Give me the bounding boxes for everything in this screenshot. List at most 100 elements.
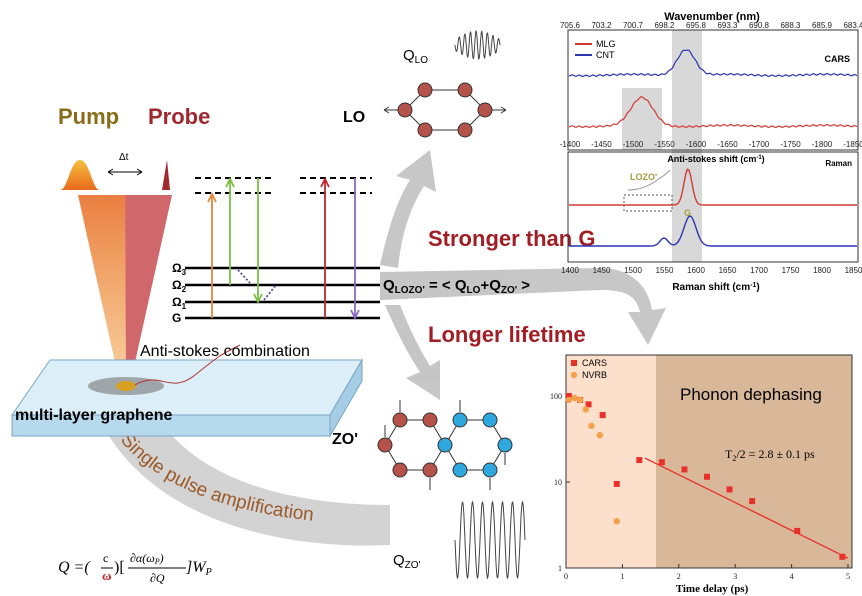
- legend-marker: [571, 360, 577, 366]
- sample-label: multi-layer graphene: [15, 407, 172, 424]
- legend-label: MLG: [596, 39, 616, 49]
- legend-label: CARS: [582, 358, 607, 368]
- tick-label: 688.3: [780, 21, 801, 30]
- point: [839, 554, 845, 560]
- y-tick-label: 10: [554, 478, 562, 487]
- level-labels: Ω3 Ω2 Ω1 G: [172, 261, 189, 325]
- zo-label: ZO': [332, 431, 358, 448]
- zo-molecule: [378, 400, 512, 490]
- tick-label: 1750: [782, 266, 800, 275]
- inset-box: [624, 195, 672, 211]
- y-tick-label: 100: [550, 392, 562, 401]
- arrow-down: [385, 305, 440, 400]
- y-tick-label: 1: [558, 564, 562, 573]
- tick-label: -1700: [749, 140, 770, 149]
- pump-label: Pump: [58, 104, 119, 129]
- transition-arrows: [208, 178, 359, 318]
- tick-label: 690.8: [749, 21, 770, 30]
- tick-label: 1700: [750, 266, 768, 275]
- tick-label: 1850: [845, 266, 862, 275]
- point: [681, 466, 687, 472]
- point: [597, 432, 603, 438]
- point: [583, 406, 589, 412]
- point: [636, 457, 642, 463]
- point: [614, 481, 620, 487]
- virtual-levels: [195, 178, 372, 193]
- tick-label: 698.2: [654, 21, 675, 30]
- spectrum: [569, 216, 857, 246]
- longer-label: Longer lifetime: [428, 322, 586, 347]
- tick-label: -1550: [654, 140, 675, 149]
- tick-label: -1850: [843, 140, 862, 149]
- cars-xlabel: Anti-stokes shift (cm-1): [667, 154, 764, 164]
- point: [749, 498, 755, 504]
- point: [614, 518, 620, 524]
- q-lo-label: QLO: [403, 47, 428, 66]
- point: [704, 474, 710, 480]
- early-region: [566, 355, 656, 568]
- tick-label: 1600: [687, 266, 705, 275]
- tick-label: 700.7: [623, 21, 644, 30]
- zo-waveform: [455, 502, 525, 578]
- tick-label: 1650: [719, 266, 737, 275]
- x-tick-label: 5: [846, 572, 850, 581]
- point: [577, 397, 583, 403]
- anti-stokes-label: Anti-stokes combination: [140, 343, 310, 360]
- tick-label: -1400: [560, 140, 581, 149]
- raman-panel-label: Raman: [825, 159, 852, 168]
- point: [566, 397, 572, 403]
- point: [727, 486, 733, 492]
- tick-label: 1550: [656, 266, 674, 275]
- x-tick-label: 1: [620, 572, 624, 581]
- lo-label: LO: [343, 109, 365, 126]
- tick-label: 1500: [624, 266, 642, 275]
- legend-label: CNT: [596, 50, 615, 60]
- beam-spot: [116, 381, 136, 391]
- tick-label: -1750: [780, 140, 801, 149]
- pump-beam: [78, 195, 126, 385]
- waveform: [455, 31, 500, 59]
- tick-label: 1800: [813, 266, 831, 275]
- tick-label: -1450: [591, 140, 612, 149]
- point: [588, 423, 594, 429]
- probe-label: Probe: [148, 104, 210, 129]
- tick-label: -1500: [623, 140, 644, 149]
- spectrum: [569, 169, 857, 205]
- x-tick-label: 3: [733, 572, 737, 581]
- fit-label: T2/2 = 2.8 ± 0.1 ps: [725, 447, 815, 463]
- tick-label: 1450: [593, 266, 611, 275]
- lo-molecule: [384, 83, 506, 137]
- stronger-label: Stronger than G: [428, 226, 595, 251]
- delay-arrow: [108, 169, 142, 175]
- x-tick-label: 0: [564, 572, 568, 581]
- cars-panel-label: CARS: [824, 54, 850, 64]
- waveform: [455, 502, 525, 578]
- tick-label: 683.4: [843, 21, 862, 30]
- inset-label: LOZO': [630, 172, 657, 182]
- tick-label: 705.6: [560, 21, 581, 30]
- tick-label: 1400: [561, 266, 579, 275]
- dephasing-xlabel: Time delay (ps): [676, 583, 749, 595]
- pump-pulse: [60, 160, 100, 190]
- point: [600, 412, 606, 418]
- cars-title: Wavenumber (nm): [664, 11, 760, 23]
- legend-label: NVRB: [582, 370, 607, 380]
- tick-label: -1800: [812, 140, 833, 149]
- figure: Single pulse amplification Pump Probe Δt…: [0, 0, 862, 596]
- tick-label: 685.9: [812, 21, 833, 30]
- x-tick-label: 2: [677, 572, 681, 581]
- delay-label: Δt: [119, 152, 129, 163]
- point: [794, 528, 800, 534]
- point: [659, 459, 665, 465]
- tick-label: -1650: [717, 140, 738, 149]
- tick-label: 693.3: [717, 21, 738, 30]
- lo-waveform: [455, 31, 500, 59]
- tick-label: -1600: [686, 140, 707, 149]
- x-tick-label: 4: [790, 572, 794, 581]
- legend-marker: [571, 372, 577, 378]
- raman-xlabel: Raman shift (cm-1): [672, 282, 759, 293]
- dephasing-title: Phonon dephasing: [680, 385, 822, 404]
- probe-pulse: [162, 160, 170, 190]
- tick-label: 703.2: [591, 21, 612, 30]
- tick-label: 695.8: [686, 21, 707, 30]
